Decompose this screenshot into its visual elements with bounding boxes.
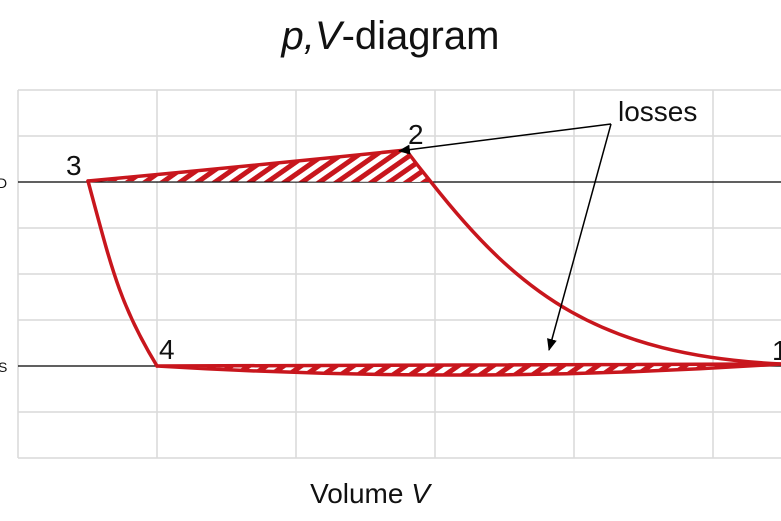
process-4-1 (155, 362, 781, 377)
process-3-4 (86, 179, 159, 368)
title-variables: p,V (281, 14, 342, 58)
cycle-curve (86, 148, 781, 377)
losses-arrows (398, 123, 612, 351)
x-axis-label: Volume V (0, 478, 740, 510)
title-suffix: -diagram (341, 14, 500, 58)
point-label-2: 2 (408, 119, 424, 150)
losses-annotation: losses (618, 96, 697, 127)
process-2-3 (86, 148, 408, 183)
point-label-4: 4 (159, 334, 175, 365)
point-label-3: 3 (66, 150, 82, 181)
x-axis-label-text: Volume (310, 478, 412, 509)
diagram-title: p,V-diagram (0, 14, 781, 59)
point-label-1: 1 (772, 335, 781, 366)
grid (17, 89, 781, 459)
discharge-pressure-label: D (0, 175, 7, 191)
x-axis-variable: V (411, 478, 430, 509)
suction-pressure-label: S (0, 359, 7, 375)
process-1-2 (404, 148, 781, 366)
